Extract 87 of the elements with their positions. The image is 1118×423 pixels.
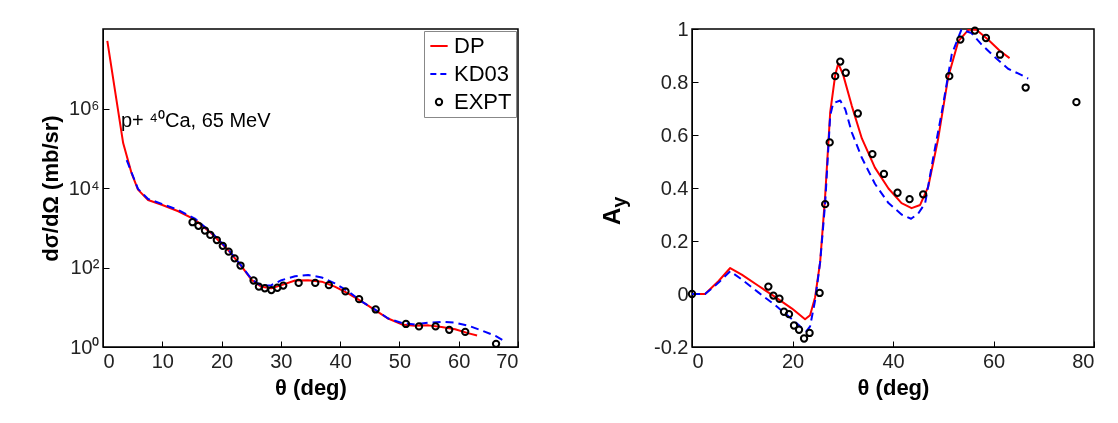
point [279, 281, 288, 290]
point [254, 282, 264, 291]
point [918, 190, 928, 199]
point [945, 72, 954, 81]
x-tick-label: 80 [1072, 349, 1095, 372]
x-tick-label: 10 [151, 349, 174, 372]
x-tick-label: 70 [496, 349, 519, 372]
point [212, 235, 221, 245]
point [206, 230, 215, 240]
point [784, 309, 794, 319]
x-tick-label: 40 [329, 349, 352, 372]
y-tick-label: -0.2 [654, 335, 689, 358]
x-tick-label: 20 [210, 349, 234, 372]
legend-label: DP [454, 33, 485, 58]
point [905, 194, 914, 204]
point [294, 278, 303, 288]
point [401, 319, 411, 329]
point [200, 226, 210, 235]
point [311, 278, 320, 288]
point [194, 221, 203, 230]
y-tick-label: 0.2 [660, 229, 689, 252]
y-axis-title: dσ/dΩ (mb/sr) [37, 115, 63, 262]
point [1072, 97, 1081, 107]
x-axis-title: θ (deg) [857, 374, 930, 400]
x-tick-label: 20 [781, 349, 805, 372]
y-tick-label: 0.8 [660, 70, 689, 93]
point [769, 291, 778, 300]
point [341, 287, 350, 296]
point [995, 50, 1005, 59]
point [371, 305, 380, 314]
point [188, 218, 197, 227]
point [260, 284, 270, 293]
point [224, 247, 233, 256]
point [841, 68, 850, 77]
point [324, 280, 334, 290]
point [805, 328, 814, 338]
point [273, 283, 282, 292]
point [815, 288, 824, 298]
point [799, 334, 809, 343]
x-tick-label: 60 [448, 349, 471, 372]
point [431, 322, 440, 331]
point [687, 289, 697, 299]
point [230, 254, 239, 263]
point [445, 325, 454, 335]
x-tick-label: 0 [692, 349, 704, 372]
point [414, 322, 424, 331]
point [981, 33, 991, 43]
y-tick-label: 0 [677, 282, 689, 305]
point [893, 188, 902, 197]
point [461, 327, 470, 337]
x-tick-label: 50 [388, 349, 412, 372]
point [354, 294, 364, 304]
y-tick-label: 10² [70, 256, 100, 278]
point [868, 149, 877, 159]
point [831, 72, 840, 81]
point [267, 285, 276, 295]
point [775, 294, 784, 303]
y-tick-label: 0.6 [660, 123, 689, 146]
point [821, 200, 830, 209]
x-tick-label: 60 [982, 349, 1006, 372]
point [794, 325, 804, 334]
point [825, 138, 834, 147]
point [764, 282, 773, 291]
point [956, 35, 965, 44]
point [236, 261, 245, 270]
y-tick-label: 1 [677, 17, 689, 40]
point [249, 276, 258, 285]
y-tick-label: 10⁶ [69, 97, 100, 119]
point [1021, 83, 1030, 92]
point [879, 169, 889, 179]
point [779, 307, 789, 316]
point [853, 109, 862, 118]
point [789, 321, 799, 330]
y-tick-label: 10⁰ [70, 335, 100, 358]
point [970, 26, 980, 35]
y-tick-label: 0.4 [660, 176, 689, 199]
line-series [125, 159, 504, 341]
x-axis-title: θ (deg) [275, 374, 347, 400]
y-tick-label: 10⁴ [68, 176, 100, 199]
annotation: p+ ⁴⁰Ca, 65 MeV [121, 109, 272, 131]
x-tick-label: 0 [103, 349, 115, 372]
point [836, 57, 845, 66]
point [218, 241, 227, 251]
legend-label: KD03 [454, 61, 510, 86]
legend-label: EXPT [454, 89, 512, 114]
x-tick-label: 30 [270, 349, 293, 372]
x-tick-label: 40 [882, 349, 905, 372]
